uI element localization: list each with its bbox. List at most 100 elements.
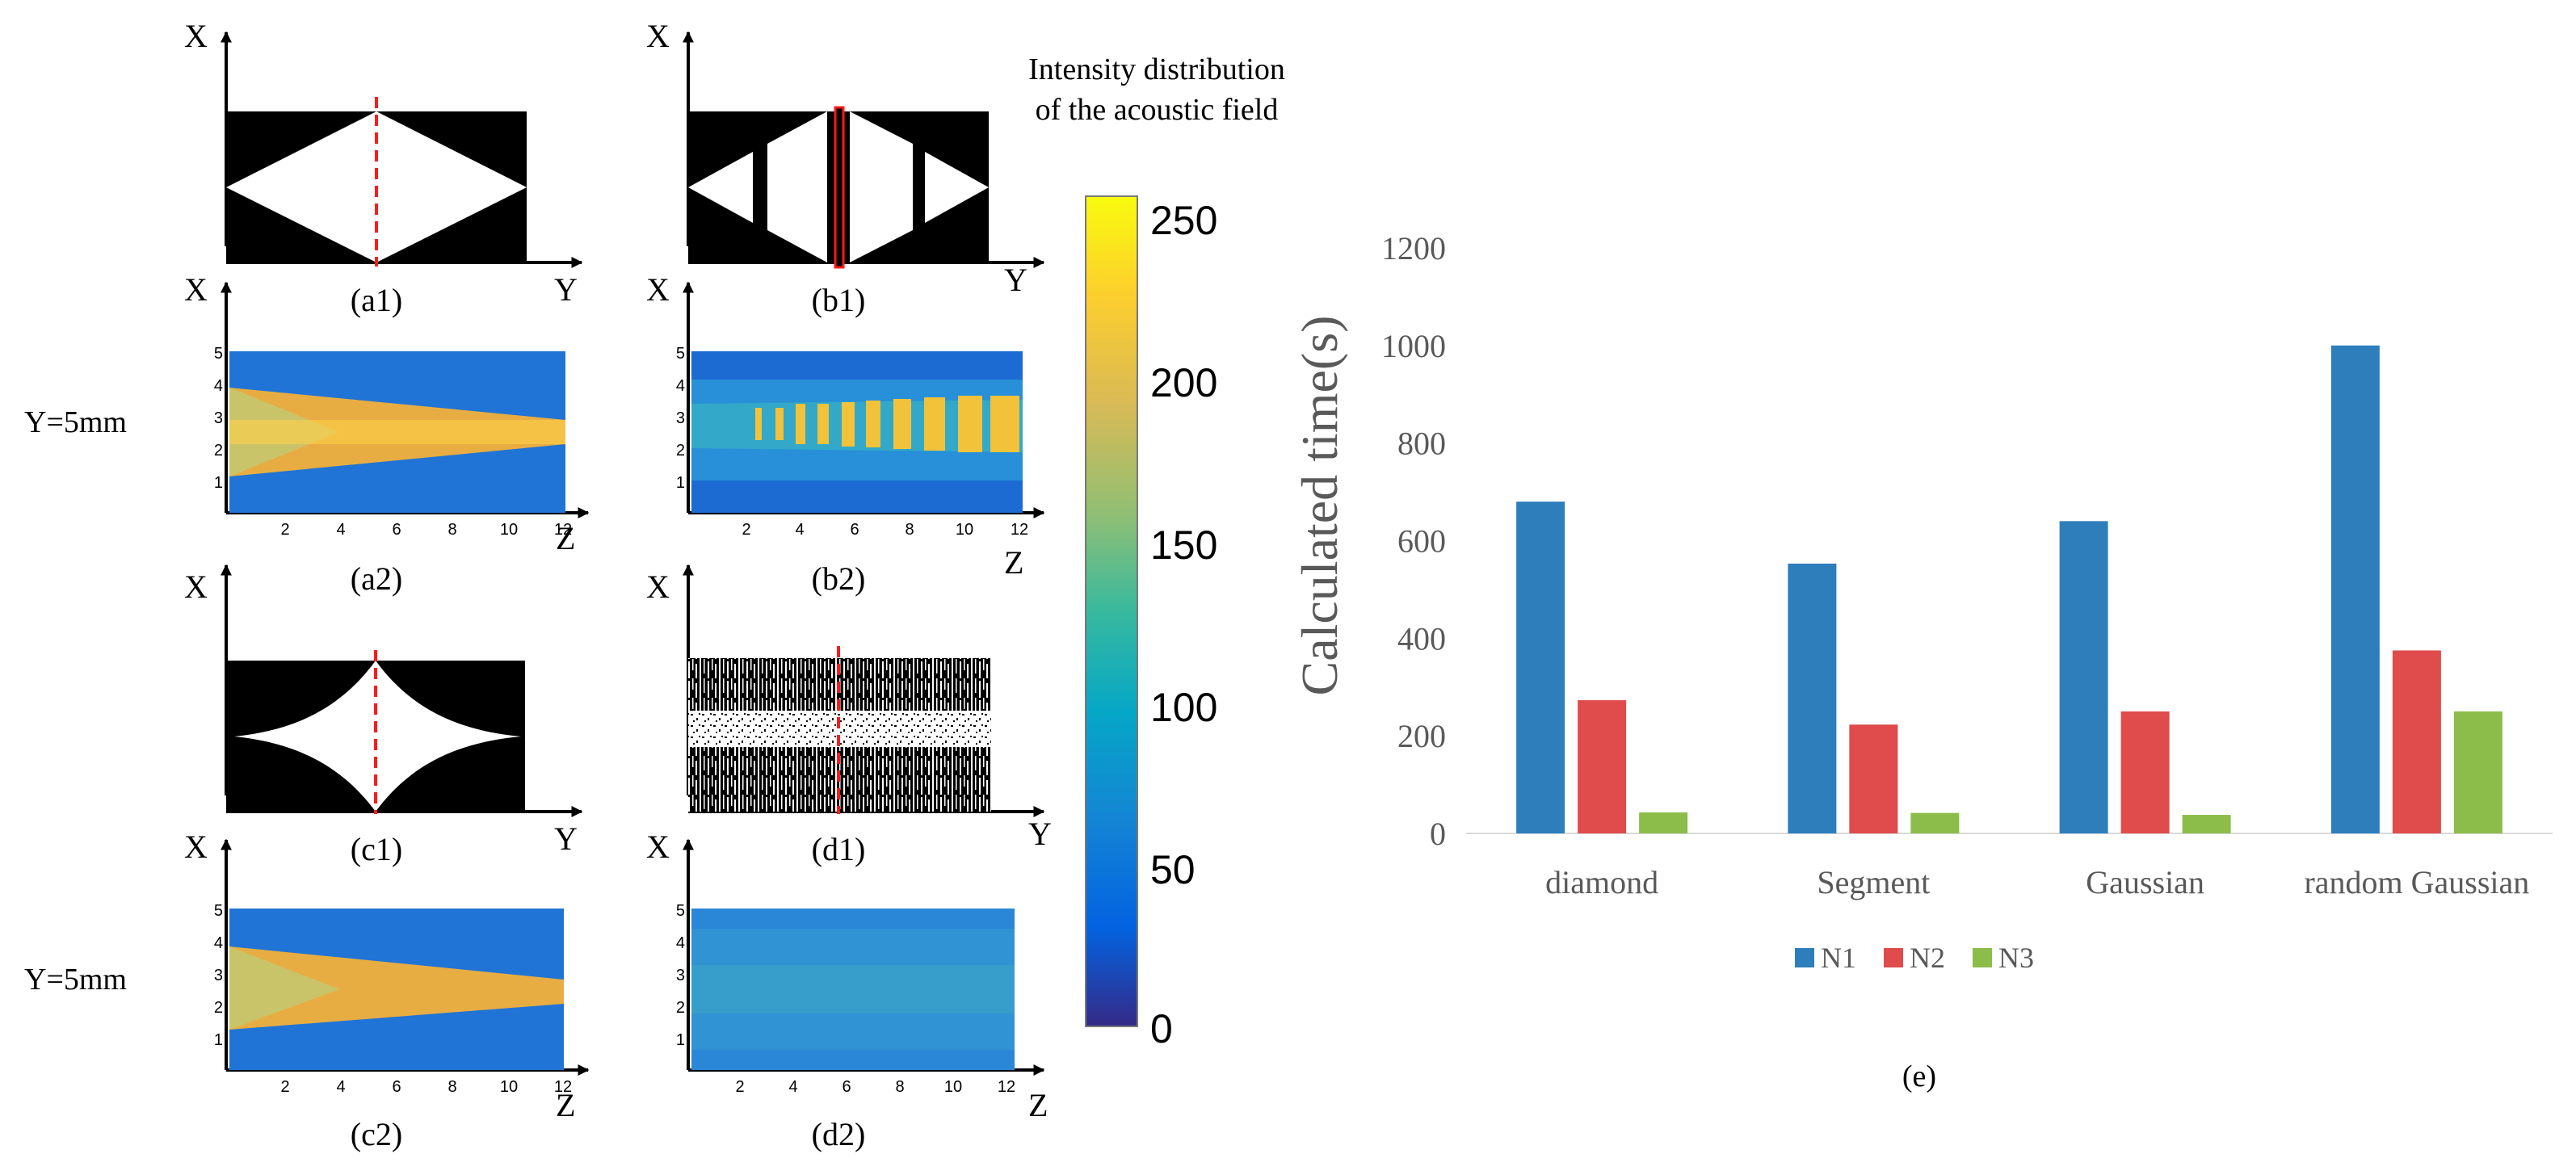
colorbar: Intensity distribution of the acoustic f… [1028, 52, 1285, 1051]
legend-label: N2 [1910, 942, 1945, 974]
colorbar-tick: 0 [1150, 1006, 1173, 1051]
bar-n2-random-gaussian [2392, 650, 2441, 833]
svg-text:2: 2 [280, 1078, 289, 1096]
x-category-label: diamond [1545, 864, 1658, 900]
svg-text:2: 2 [214, 442, 223, 460]
bar-n1-random-gaussian [2330, 345, 2380, 833]
axis-x-a1: X [184, 18, 208, 54]
axis-y-c1: Y [554, 820, 578, 857]
svg-text:2: 2 [280, 521, 289, 539]
axis-x-d2: X [646, 829, 670, 865]
field-d2-panel: X Z 5 4 3 2 1 2 4 6 8 10 12 (d2) [646, 829, 1048, 1152]
field-b2-panel: X Z 5 4 3 2 1 2 4 6 8 10 [646, 271, 1045, 597]
caption-a2: (a2) [351, 560, 402, 597]
svg-text:5: 5 [214, 345, 223, 363]
field-c2-panel: X Z Y=5mm 5 4 3 2 1 2 4 6 8 10 12 (c2) [24, 829, 590, 1152]
svg-text:1: 1 [676, 474, 685, 492]
axis-z-c2: Z [556, 1087, 575, 1123]
colorbar-gradient [1085, 195, 1138, 1027]
mask-d1-panel: X Y (d1) [646, 564, 1052, 867]
caption-b1: (b1) [812, 282, 866, 318]
axis-z-a2: Z [556, 520, 575, 556]
x-category-label: Segment [1817, 864, 1930, 900]
bar-n1-segment [1788, 563, 1837, 833]
axis-x-c2: X [184, 829, 208, 865]
colorbar-tick: 100 [1150, 685, 1217, 730]
caption-c2: (c2) [351, 1116, 402, 1152]
svg-text:5: 5 [676, 902, 685, 920]
y-tick-label: 800 [1397, 426, 1446, 462]
field-d2-xticks: 5 4 3 2 1 [676, 902, 685, 1049]
y-tick-label: 1000 [1381, 328, 1446, 364]
y-tick-label: 200 [1397, 718, 1446, 754]
svg-text:12: 12 [554, 521, 572, 539]
svg-text:12: 12 [554, 1078, 572, 1096]
field-a2-zticks: 2 4 6 8 10 12 [280, 521, 572, 539]
svg-text:10: 10 [500, 521, 518, 539]
bar-n2-gaussian [2120, 711, 2170, 833]
y-tick-label: 1200 [1381, 230, 1446, 266]
field-c2-xticks: 5 4 3 2 1 [214, 902, 223, 1049]
svg-text:10: 10 [956, 521, 973, 539]
svg-text:8: 8 [448, 1078, 456, 1096]
bar-n3-diamond [1639, 812, 1688, 833]
svg-text:12: 12 [1011, 521, 1028, 539]
svg-text:8: 8 [895, 1078, 904, 1096]
bar-n1-gaussian [2059, 521, 2108, 833]
svg-text:3: 3 [676, 409, 685, 427]
svg-text:4: 4 [336, 1078, 345, 1096]
axis-z-d2: Z [1028, 1087, 1048, 1123]
bar-n1-diamond [1516, 501, 1565, 833]
bar-n3-segment [1910, 812, 1960, 833]
svg-text:2: 2 [742, 521, 750, 539]
caption-d1: (d1) [812, 831, 866, 867]
caption-a1: (a1) [351, 282, 402, 318]
y-tick-label: 0 [1430, 816, 1446, 852]
caption-d2: (d2) [812, 1116, 866, 1152]
axis-y-a1: Y [554, 271, 578, 308]
y-tick-label: 600 [1397, 523, 1446, 560]
field-c2-zticks: 2 4 6 8 10 12 [280, 1078, 572, 1096]
svg-text:4: 4 [336, 521, 345, 539]
svg-text:1: 1 [214, 1031, 223, 1049]
legend-swatch [1795, 948, 1814, 967]
svg-text:3: 3 [214, 409, 223, 427]
axis-y-b1: Y [1004, 262, 1027, 298]
svg-text:6: 6 [850, 521, 859, 539]
axis-x-b2: X [646, 271, 670, 308]
field-b2-zticks: 2 4 6 8 10 12 [742, 521, 1028, 539]
field-b2-xticks: 5 4 3 2 1 [676, 345, 685, 492]
svg-text:8: 8 [448, 521, 456, 539]
svg-text:3: 3 [676, 967, 685, 984]
svg-text:1: 1 [214, 474, 223, 492]
caption-b2: (b2) [812, 560, 866, 597]
svg-text:6: 6 [392, 521, 401, 539]
axis-z-b2: Z [1004, 544, 1023, 581]
field-d2-zticks: 2 4 6 8 10 12 [735, 1078, 1015, 1096]
colorbar-title-line2: of the acoustic field [1036, 93, 1279, 127]
svg-text:2: 2 [214, 999, 223, 1017]
bar-n3-gaussian [2182, 815, 2231, 833]
legend-swatch [1973, 948, 1992, 967]
colorbar-tick: 200 [1150, 360, 1217, 405]
field-a2-xticks: 5 4 3 2 1 [214, 345, 223, 492]
bar-chart: Calculated time(s) 0 200 400 600 800 1000 1200… [1291, 230, 2553, 1093]
chart-y-ticks: 0 200 400 600 800 1000 1200 [1381, 230, 1446, 852]
svg-text:10: 10 [500, 1078, 518, 1096]
svg-text:4: 4 [214, 934, 223, 952]
chart-legend: N1 N2 N3 [1795, 942, 2034, 974]
svg-text:4: 4 [788, 1078, 797, 1096]
field-a2-panel: X Z Y=5mm 5 4 3 2 1 2 4 6 8 10 12 (a2) [24, 271, 590, 597]
bar-n2-segment [1849, 724, 1898, 833]
svg-text:8: 8 [905, 521, 914, 539]
field-label-c2: Y=5mm [24, 963, 127, 997]
svg-text:1: 1 [676, 1031, 685, 1049]
caption-c1: (c1) [351, 831, 402, 867]
mask-c1-panel: X Y (c1) [184, 564, 583, 867]
svg-text:2: 2 [676, 999, 685, 1017]
svg-text:4: 4 [795, 521, 804, 539]
legend-label: N3 [1998, 942, 2034, 974]
axis-x-a2: X [184, 271, 208, 308]
mask-b1-panel: X Y (b1) [646, 18, 1045, 318]
